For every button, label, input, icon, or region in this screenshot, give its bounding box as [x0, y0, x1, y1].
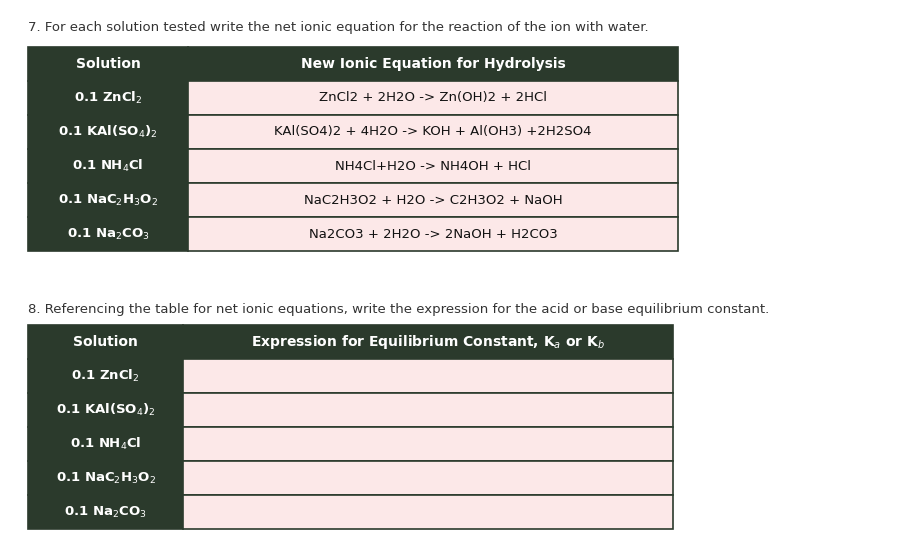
Text: 8. Referencing the table for net ionic equations, write the expression for the a: 8. Referencing the table for net ionic e… [28, 303, 769, 316]
Text: ZnCl2 + 2H2O -> Zn(OH)2 + 2HCl: ZnCl2 + 2H2O -> Zn(OH)2 + 2HCl [319, 91, 547, 105]
Bar [28, 149, 188, 183]
Text: NaC2H3O2 + H2O -> C2H3O2 + NaOH: NaC2H3O2 + H2O -> C2H3O2 + NaOH [304, 193, 562, 207]
Bar [188, 47, 678, 81]
Bar [183, 495, 673, 529]
Text: 0.1 KAl(SO$_4$)$_2$: 0.1 KAl(SO$_4$)$_2$ [59, 124, 158, 140]
Text: 0.1 NH$_4$Cl: 0.1 NH$_4$Cl [70, 436, 141, 452]
Bar [28, 217, 188, 251]
Bar [188, 81, 678, 115]
Bar [183, 427, 673, 461]
Text: 0.1 NaC$_2$H$_3$O$_2$: 0.1 NaC$_2$H$_3$O$_2$ [56, 470, 156, 485]
Bar [28, 81, 188, 115]
Bar [28, 359, 183, 393]
Text: Expression for Equilibrium Constant, K$_a$ or K$_b$: Expression for Equilibrium Constant, K$_… [251, 333, 605, 351]
Bar [28, 427, 183, 461]
Text: 0.1 Na$_2$CO$_3$: 0.1 Na$_2$CO$_3$ [67, 227, 149, 242]
Bar [28, 393, 183, 427]
Text: Na2CO3 + 2H2O -> 2NaOH + H2CO3: Na2CO3 + 2H2O -> 2NaOH + H2CO3 [309, 228, 557, 241]
Bar [28, 47, 188, 81]
Bar [28, 495, 183, 529]
Bar [28, 183, 188, 217]
Text: 0.1 NaC$_2$H$_3$O$_2$: 0.1 NaC$_2$H$_3$O$_2$ [58, 192, 158, 207]
Text: New Ionic Equation for Hydrolysis: New Ionic Equation for Hydrolysis [300, 57, 565, 71]
Text: KAl(SO4)2 + 4H2O -> KOH + Al(OH3) +2H2SO4: KAl(SO4)2 + 4H2O -> KOH + Al(OH3) +2H2SO… [274, 126, 592, 139]
Bar [183, 461, 673, 495]
Bar [183, 393, 673, 427]
Bar [28, 461, 183, 495]
Bar [188, 217, 678, 251]
Bar [183, 359, 673, 393]
Bar [188, 183, 678, 217]
Bar [188, 115, 678, 149]
Text: 0.1 NH$_4$Cl: 0.1 NH$_4$Cl [72, 158, 144, 174]
Text: 0.1 ZnCl$_2$: 0.1 ZnCl$_2$ [71, 368, 140, 384]
Text: 0.1 KAl(SO$_4$)$_2$: 0.1 KAl(SO$_4$)$_2$ [56, 402, 155, 418]
Text: 0.1 ZnCl$_2$: 0.1 ZnCl$_2$ [74, 90, 142, 106]
Text: 0.1 Na$_2$CO$_3$: 0.1 Na$_2$CO$_3$ [64, 504, 147, 520]
Text: Solution: Solution [75, 57, 140, 71]
Bar [183, 325, 673, 359]
Text: Solution: Solution [73, 335, 138, 349]
Text: NH4Cl+H2O -> NH4OH + HCl: NH4Cl+H2O -> NH4OH + HCl [335, 159, 531, 172]
Text: 7. For each solution tested write the net ionic equation for the reaction of the: 7. For each solution tested write the ne… [28, 21, 649, 34]
Bar [188, 149, 678, 183]
Bar [28, 115, 188, 149]
Bar [28, 325, 183, 359]
